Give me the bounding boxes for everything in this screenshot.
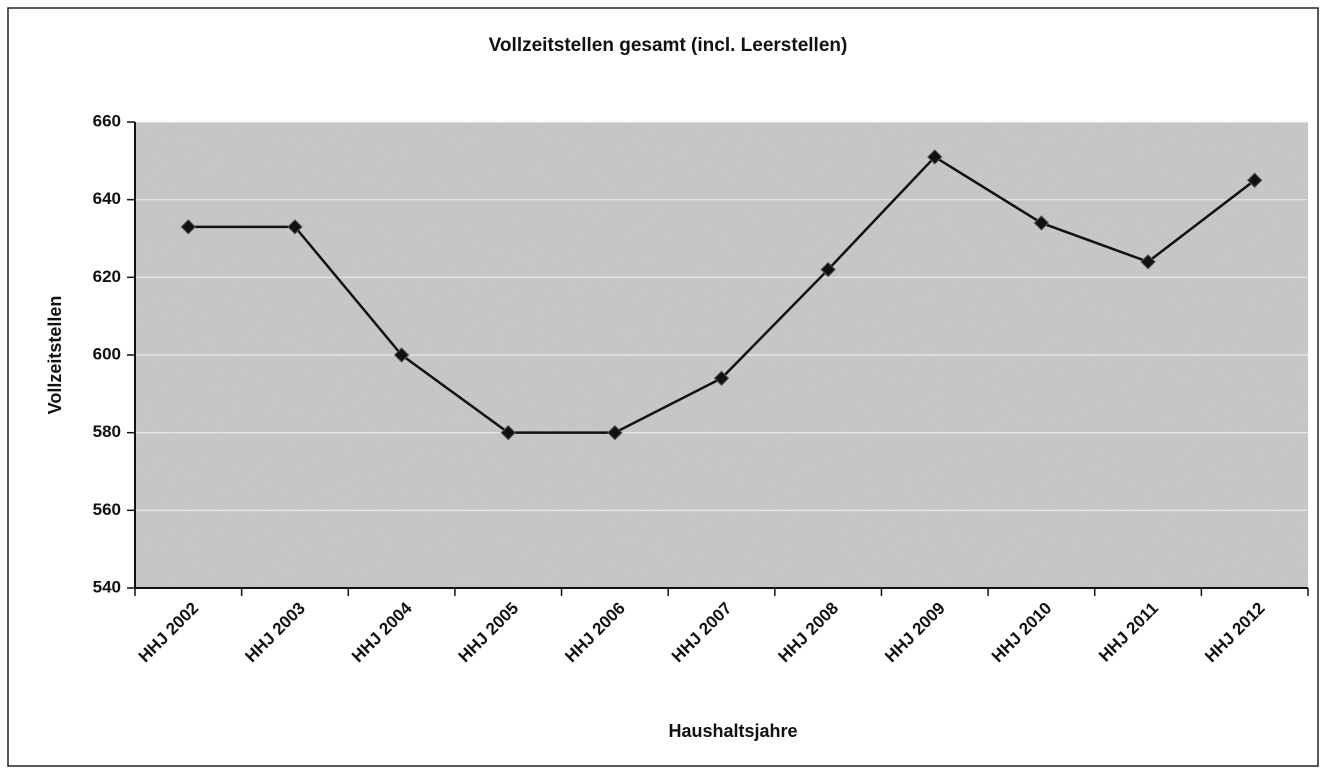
chart-title: Vollzeitstellen gesamt (incl. Leerstelle… <box>489 35 848 56</box>
data-point <box>287 219 303 235</box>
y-tick-label: 660 <box>93 111 121 130</box>
data-point <box>180 219 197 235</box>
y-tick-label: 580 <box>93 422 121 441</box>
data-point <box>607 424 623 441</box>
y-tick-label: 620 <box>93 267 121 286</box>
data-point <box>393 347 410 363</box>
y-axis-title: Vollzeitstellen <box>45 296 65 415</box>
x-axis-title: Haushaltsjahre <box>668 721 797 741</box>
y-tick-label: 540 <box>93 577 121 596</box>
data-point <box>1140 254 1156 270</box>
data-point <box>1033 215 1050 231</box>
y-tick-label: 560 <box>93 500 121 519</box>
y-tick-label: 640 <box>93 189 121 208</box>
data-point <box>713 370 730 387</box>
data-point <box>1246 172 1263 188</box>
data-point <box>820 261 836 278</box>
data-point <box>927 149 943 165</box>
data-point <box>500 424 516 441</box>
y-tick-label: 600 <box>93 344 121 363</box>
